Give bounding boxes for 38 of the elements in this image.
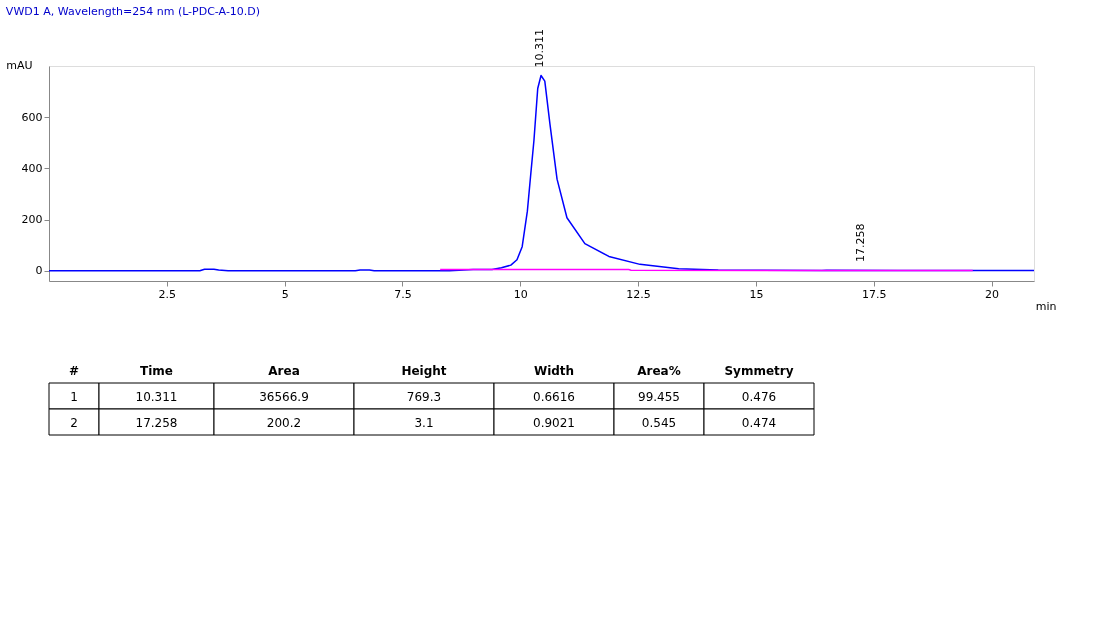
- text: 17.258: [135, 416, 178, 430]
- text: 0.545: [641, 416, 677, 430]
- y-tick-label: 0: [35, 264, 43, 278]
- text: #: [68, 364, 80, 378]
- x-tick-label: 15: [749, 287, 764, 301]
- text: 769.3: [406, 390, 442, 404]
- text: Symmetry: [724, 364, 794, 378]
- text: 3.1: [414, 416, 434, 430]
- x-tick-label: 20: [985, 287, 1000, 301]
- x-axis-title: min: [1035, 299, 1057, 313]
- y-tick-label: 600: [21, 110, 43, 124]
- text: 0.6616: [533, 390, 575, 404]
- x-tick-label: 12.5: [626, 287, 651, 301]
- text: Height: [401, 364, 447, 378]
- text: 99.455: [638, 390, 680, 404]
- x-tick-label: 17.5: [862, 287, 887, 301]
- text: 1: [70, 390, 78, 404]
- text: Time: [140, 364, 173, 378]
- text: 0.476: [741, 390, 777, 404]
- text: 0.9021: [533, 416, 575, 430]
- annotation: 17.258: [854, 223, 868, 262]
- text: 10.311: [135, 390, 178, 404]
- text: 36566.9: [259, 390, 309, 404]
- text: 0.474: [741, 416, 777, 430]
- y-axis-title: mAU: [6, 58, 33, 72]
- chart-title: VWD1 A, Wavelength=254 nm (L-PDC-A-10.D): [5, 4, 261, 18]
- x-tick-label: 10: [513, 287, 528, 301]
- text: Width: [533, 364, 575, 378]
- y-tick-label: 200: [21, 213, 43, 227]
- x-tick-label: 7.5: [394, 287, 412, 301]
- x-tick-label: 2.5: [158, 287, 177, 301]
- x-tick-label: 5: [281, 287, 289, 301]
- y-tick-label: 400: [21, 161, 43, 175]
- text: 2: [70, 416, 78, 430]
- text: 200.2: [266, 416, 302, 430]
- annotation: 10.311: [533, 28, 547, 68]
- text: Area%: [637, 364, 681, 378]
- text: Area: [268, 364, 300, 378]
